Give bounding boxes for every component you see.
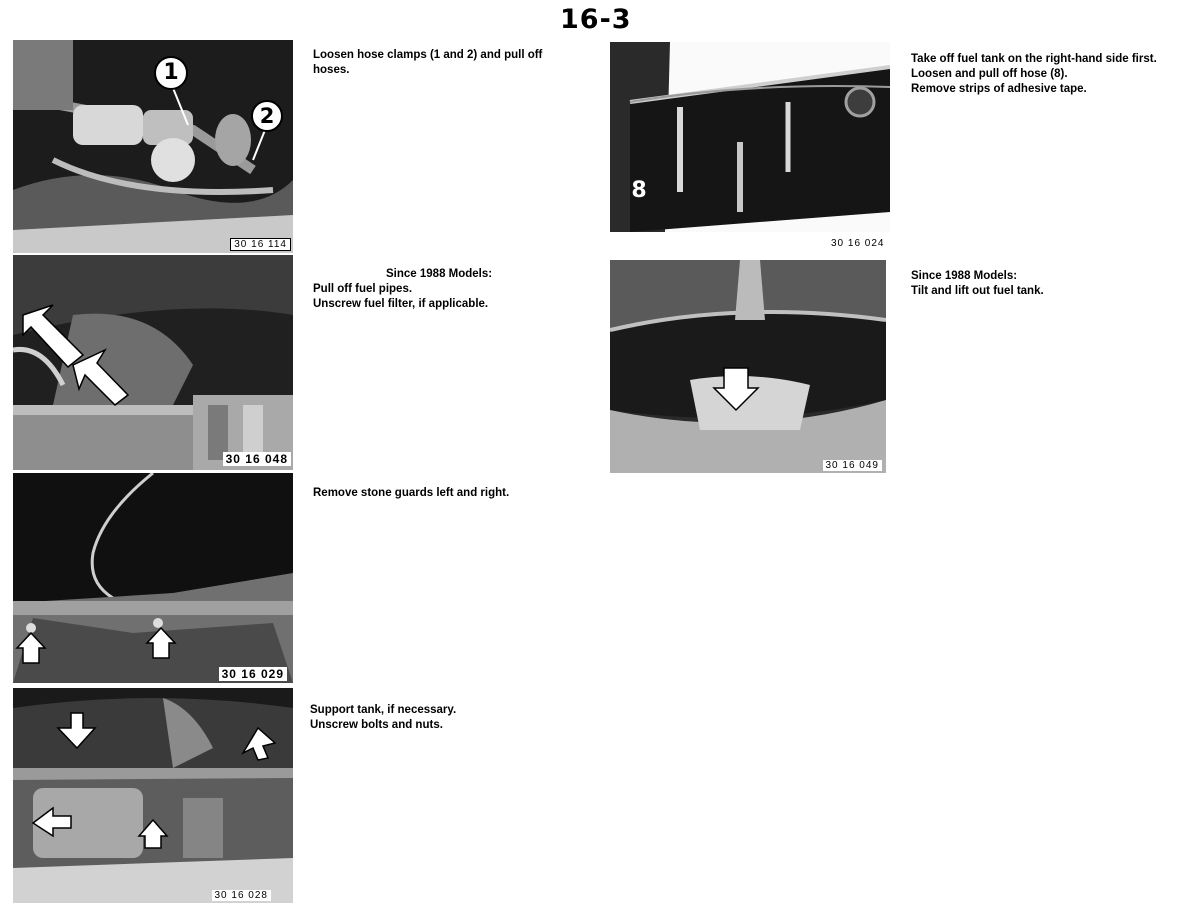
photo-lift-out-tank: 30 16 049 (610, 260, 886, 473)
photo-stone-guards-image (13, 473, 293, 683)
callout-8: 8 (631, 178, 647, 203)
figure-code-fig5: 30 16 024 (831, 238, 885, 249)
photo-remove-fuel-tank-image (610, 42, 890, 232)
caption-line: hoses. (313, 64, 350, 76)
caption-line: Take off fuel tank on the right-hand sid… (911, 53, 1157, 65)
figure-code: 30 16 114 (230, 238, 291, 251)
photo-support-tank-image (13, 688, 293, 903)
caption-line: Loosen and pull off hose (8). (911, 68, 1068, 80)
caption-line: Unscrew fuel filter, if applicable. (313, 298, 489, 310)
caption-fig2: Pull off fuel pipes. Unscrew fuel filter… (313, 282, 488, 312)
photo-stone-guards: 30 16 029 (13, 473, 293, 683)
caption-fig1: Loosen hose clamps (1 and 2) and pull of… (313, 48, 542, 78)
caption-line: Pull off fuel pipes. (313, 283, 413, 295)
photo-lift-out-tank-image (610, 260, 886, 473)
photo-hose-clamps: 1 2 30 16 114 (13, 40, 293, 253)
photo-hose-clamps-image (13, 40, 293, 253)
caption-fig3: Remove stone guards left and right. (313, 486, 509, 501)
figure-code: 30 16 049 (822, 460, 882, 471)
photo-remove-fuel-tank: 8 (610, 42, 890, 232)
figure-code: 30 16 028 (211, 890, 271, 901)
caption-line: Remove strips of adhesive tape. (911, 83, 1087, 95)
photo-support-tank: 30 16 028 (13, 688, 293, 903)
figure-code: 30 16 029 (218, 667, 287, 681)
caption-fig5: Take off fuel tank on the right-hand sid… (911, 52, 1157, 97)
caption-line: Tilt and lift out fuel tank. (911, 285, 1044, 297)
caption-line: Support tank, if necessary. (310, 704, 457, 716)
caption-fig6: Since 1988 Models: Tilt and lift out fue… (911, 269, 1044, 299)
callout-1: 1 (154, 56, 188, 90)
page-number: 16-3 (560, 4, 632, 35)
caption-line: Unscrew bolts and nuts. (310, 719, 443, 731)
figure-code: 30 16 048 (222, 452, 291, 466)
photo-fuel-pipes: 30 16 048 (13, 255, 293, 470)
caption-fig4: Support tank, if necessary. Unscrew bolt… (310, 703, 456, 733)
caption-fig2-heading: Since 1988 Models: (386, 268, 493, 280)
caption-line: Since 1988 Models: (911, 270, 1018, 282)
caption-line: Remove stone guards left and right. (313, 487, 510, 499)
photo-fuel-pipes-image (13, 255, 293, 470)
caption-line: Loosen hose clamps (1 and 2) and pull of… (313, 49, 543, 61)
callout-2: 2 (251, 100, 283, 132)
